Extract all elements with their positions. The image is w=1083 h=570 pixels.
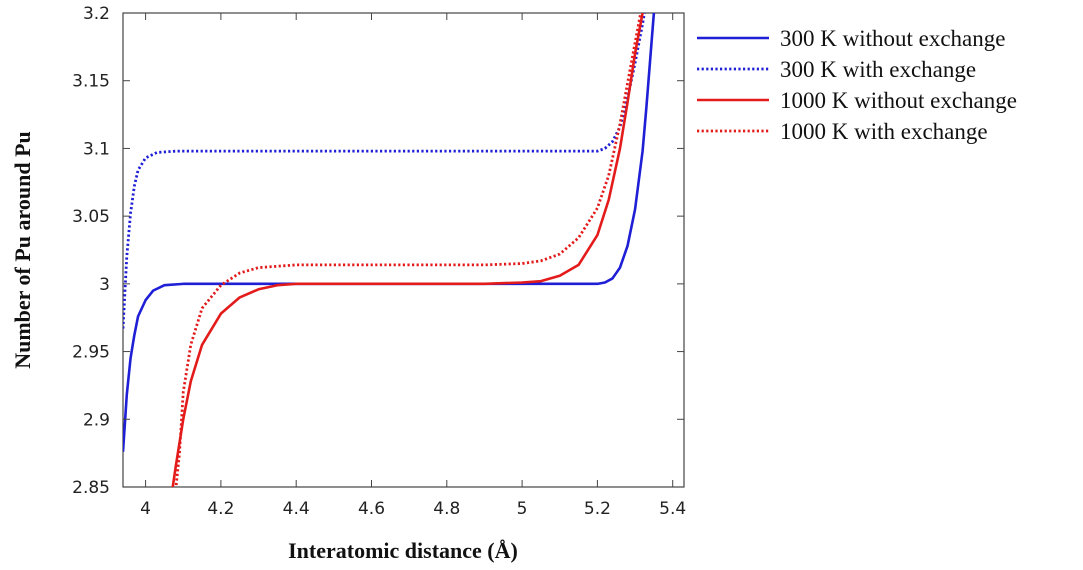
x-axis-title: Interatomic distance (Å) (288, 538, 518, 563)
y-tick-label: 2.9 (83, 410, 110, 430)
plot-frame (122, 12, 685, 488)
x-tick-label: 4.4 (283, 499, 310, 519)
series-line-0 (123, 13, 656, 452)
legend-label-0: 300 K without exchange (780, 26, 1005, 51)
x-axis: 4 4.2 4.4 4.6 4.8 5 5.2 5.4 (140, 13, 686, 519)
series-line-2 (171, 13, 644, 487)
x-tick-label: 4 (140, 499, 151, 519)
y-axis-title: Number of Pu around Pu (10, 131, 35, 369)
x-tick-label: 5.4 (659, 499, 686, 519)
x-tick-label: 4.2 (207, 499, 234, 519)
y-tick-label: 3.1 (83, 139, 110, 159)
legend-label-2: 1000 K without exchange (780, 88, 1017, 113)
series-layer (123, 13, 656, 487)
y-tick-label: 2.95 (72, 343, 110, 363)
y-tick-label: 3.2 (83, 4, 110, 24)
y-tick-label: 3.15 (72, 72, 110, 92)
y-axis: 2.85 2.9 2.95 3 3.05 3.1 3.15 3.2 (72, 4, 684, 498)
x-tick-label: 4.8 (433, 499, 460, 519)
x-tick-label: 5.2 (584, 499, 611, 519)
y-tick-label: 3.05 (72, 207, 110, 227)
y-tick-label: 3 (99, 275, 110, 295)
series-line-1 (123, 13, 646, 329)
x-tick-label: 4.6 (358, 499, 385, 519)
legend-label-1: 300 K with exchange (780, 57, 976, 82)
y-tick-label: 2.85 (72, 478, 110, 498)
x-tick-label: 5 (517, 499, 528, 519)
legend-label-3: 1000 K with exchange (780, 119, 988, 144)
legend: 300 K without exchange 300 K with exchang… (697, 26, 1017, 144)
series-line-3 (174, 13, 643, 487)
